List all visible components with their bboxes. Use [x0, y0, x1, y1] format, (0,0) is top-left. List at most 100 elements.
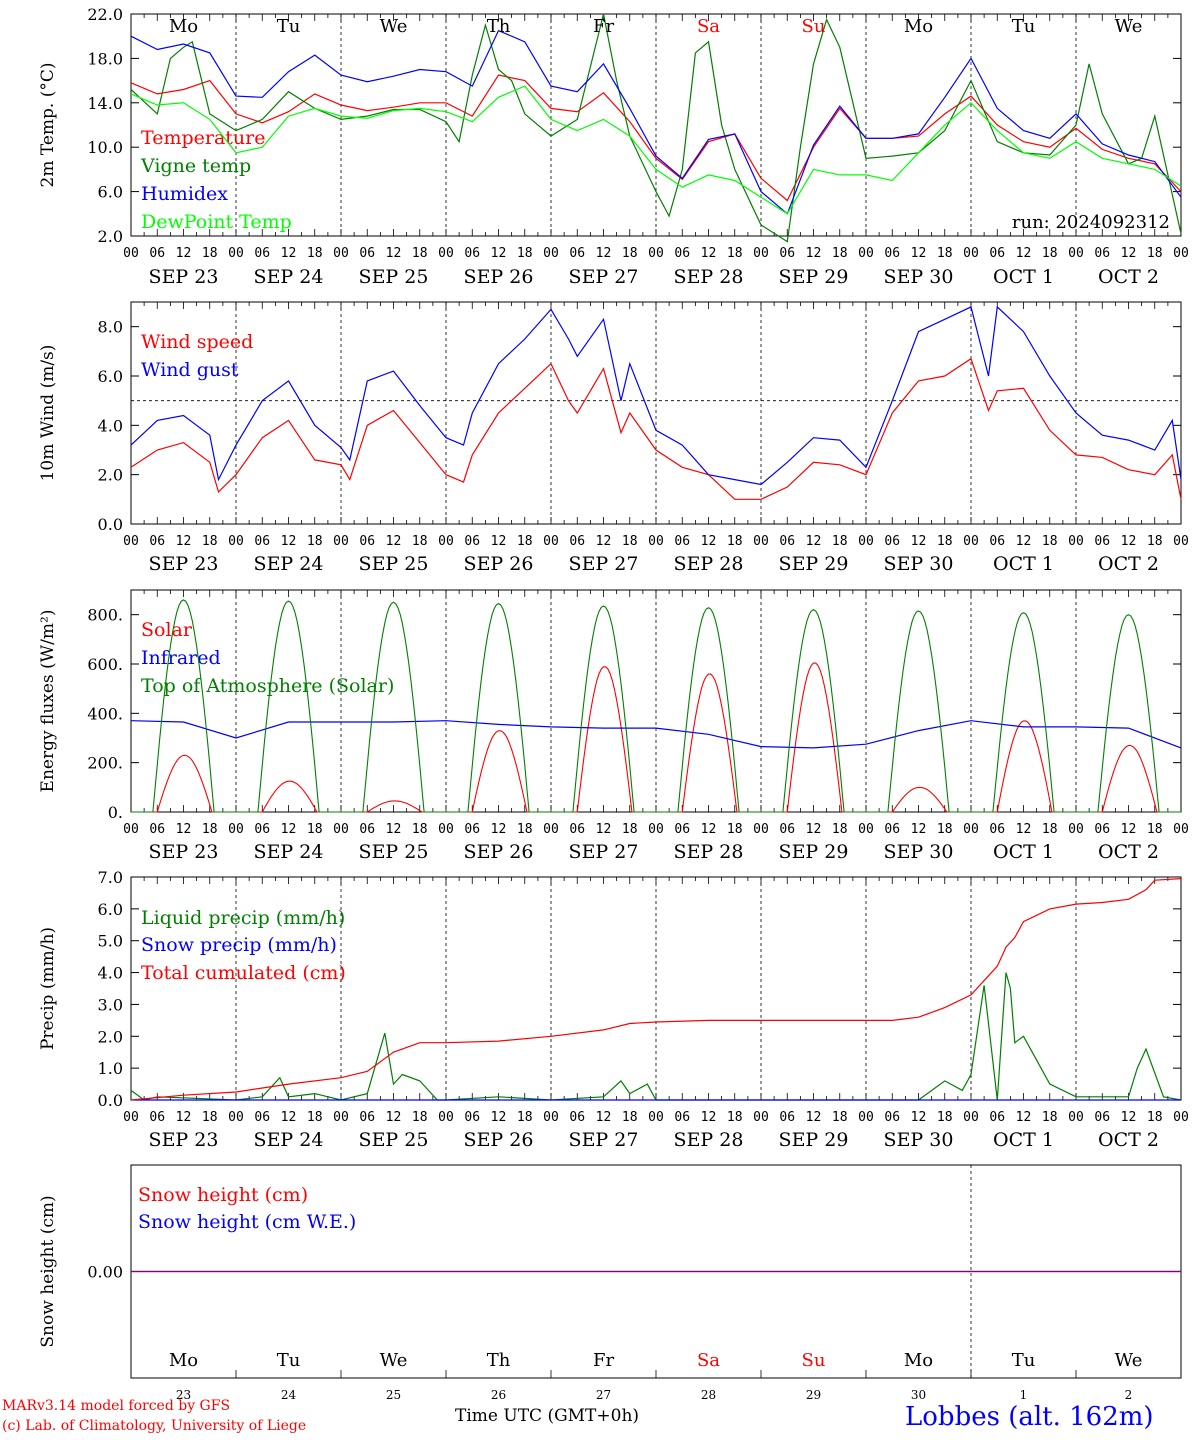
x-date-label: SEP 30 — [884, 841, 954, 863]
x-hour-label: 12 — [491, 822, 507, 837]
x-hour-label: 12 — [806, 534, 822, 549]
x-hour-label: 12 — [806, 246, 822, 261]
legend-vigne-temp: Vigne temp — [140, 155, 251, 177]
x-hour-label: 18 — [1042, 1110, 1058, 1125]
legend-snow-height-cm-w-e: Snow height (cm W.E.) — [138, 1211, 356, 1233]
x-hour-label: 06 — [779, 534, 795, 549]
weekday-label: Tu — [277, 16, 301, 37]
x-hour-label: 06 — [779, 246, 795, 261]
weekday-label: We — [1115, 1350, 1143, 1371]
x-date-label: OCT 2 — [1098, 1129, 1159, 1151]
x-hour-label: 18 — [832, 822, 848, 837]
x-date-label: SEP 26 — [464, 1129, 534, 1151]
x-hour-label: 18 — [307, 246, 323, 261]
day-number-label: 1 — [1020, 1388, 1028, 1402]
x-date-label: OCT 1 — [993, 1129, 1054, 1151]
weekday-label: We — [1115, 16, 1143, 37]
x-hour-label: 12 — [386, 246, 402, 261]
day-number-label: 23 — [176, 1388, 191, 1402]
x-hour-label: 06 — [359, 534, 375, 549]
x-hour-label: 00 — [333, 822, 349, 837]
x-hour-label: 00 — [543, 534, 559, 549]
x-hour-label: 18 — [412, 246, 428, 261]
x-hour-label: 06 — [779, 1110, 795, 1125]
x-hour-label: 18 — [622, 822, 638, 837]
x-hour-label: 00 — [1173, 246, 1189, 261]
weekday-label: Su — [802, 1350, 826, 1371]
x-date-label: SEP 23 — [149, 841, 219, 863]
day-number-label: 26 — [491, 1388, 506, 1402]
x-hour-label: 18 — [1147, 822, 1163, 837]
x-hour-label: 00 — [648, 1110, 664, 1125]
x-hour-label: 00 — [753, 246, 769, 261]
x-date-label: SEP 24 — [254, 266, 324, 288]
y-tick-label: 2.0 — [98, 227, 123, 246]
x-hour-label: 18 — [412, 1110, 428, 1125]
y-tick-label: 0.0 — [98, 1091, 123, 1110]
x-hour-label: 06 — [569, 246, 585, 261]
y-tick-label: 6.0 — [98, 183, 123, 202]
x-hour-label: 18 — [307, 534, 323, 549]
y-tick-label: 8.0 — [98, 318, 123, 337]
y-tick-label: 200. — [87, 754, 123, 773]
x-date-label: SEP 25 — [359, 841, 429, 863]
x-hour-label: 12 — [1016, 1110, 1032, 1125]
x-hour-label: 18 — [412, 534, 428, 549]
x-date-label: SEP 23 — [149, 266, 219, 288]
x-hour-label: 06 — [149, 534, 165, 549]
x-date-label: OCT 1 — [993, 841, 1054, 863]
x-hour-label: 06 — [989, 534, 1005, 549]
x-hour-label: 18 — [622, 1110, 638, 1125]
x-date-label: SEP 27 — [569, 1129, 639, 1151]
x-hour-label: 18 — [1042, 822, 1058, 837]
x-hour-label: 00 — [1068, 822, 1084, 837]
x-hour-label: 06 — [359, 1110, 375, 1125]
x-hour-label: 12 — [281, 1110, 297, 1125]
x-hour-label: 06 — [779, 822, 795, 837]
x-hour-label: 12 — [806, 1110, 822, 1125]
series-humidex — [130, 29, 1182, 215]
x-hour-label: 18 — [517, 822, 533, 837]
day-number-label: 24 — [281, 1388, 297, 1402]
x-hour-label: 12 — [806, 822, 822, 837]
x-hour-label: 00 — [543, 822, 559, 837]
x-hour-label: 18 — [727, 822, 743, 837]
x-hour-label: 00 — [963, 534, 979, 549]
x-hour-label: 18 — [622, 246, 638, 261]
weekday-label: We — [380, 1350, 408, 1371]
y-tick-label: 0. — [108, 803, 123, 822]
x-hour-label: 00 — [1068, 534, 1084, 549]
day-number-label: 29 — [806, 1388, 821, 1402]
x-hour-label: 00 — [333, 246, 349, 261]
x-date-label: SEP 24 — [254, 1129, 324, 1151]
x-hour-label: 06 — [1094, 822, 1110, 837]
x-hour-label: 18 — [622, 534, 638, 549]
weekday-label: Fr — [593, 1350, 614, 1371]
x-hour-label: 18 — [832, 1110, 848, 1125]
x-hour-label: 00 — [438, 246, 454, 261]
legend-dewpoint-temp: DewPoint Temp — [141, 211, 292, 233]
x-hour-label: 18 — [307, 1110, 323, 1125]
y-axis-title: Precip (mm/h) — [38, 927, 58, 1050]
y-tick-label: 0.0 — [98, 515, 123, 534]
x-hour-label: 18 — [832, 246, 848, 261]
x-hour-label: 18 — [202, 822, 218, 837]
x-hour-label: 12 — [1016, 246, 1032, 261]
y-axis-title: 10m Wind (m/s) — [38, 345, 58, 482]
x-hour-label: 06 — [674, 246, 690, 261]
x-date-label: SEP 28 — [674, 553, 744, 575]
x-hour-label: 00 — [648, 822, 664, 837]
x-hour-label: 18 — [412, 822, 428, 837]
x-hour-label: 06 — [1094, 534, 1110, 549]
x-hour-label: 00 — [438, 822, 454, 837]
x-hour-label: 06 — [989, 1110, 1005, 1125]
x-hour-label: 18 — [727, 1110, 743, 1125]
x-date-label: SEP 25 — [359, 553, 429, 575]
x-date-label: OCT 2 — [1098, 266, 1159, 288]
x-hour-label: 06 — [884, 246, 900, 261]
x-date-label: SEP 28 — [674, 266, 744, 288]
x-hour-label: 06 — [884, 822, 900, 837]
weekday-label: Sa — [697, 1350, 720, 1371]
y-tick-label: 18.0 — [87, 49, 123, 68]
x-date-label: SEP 30 — [884, 553, 954, 575]
